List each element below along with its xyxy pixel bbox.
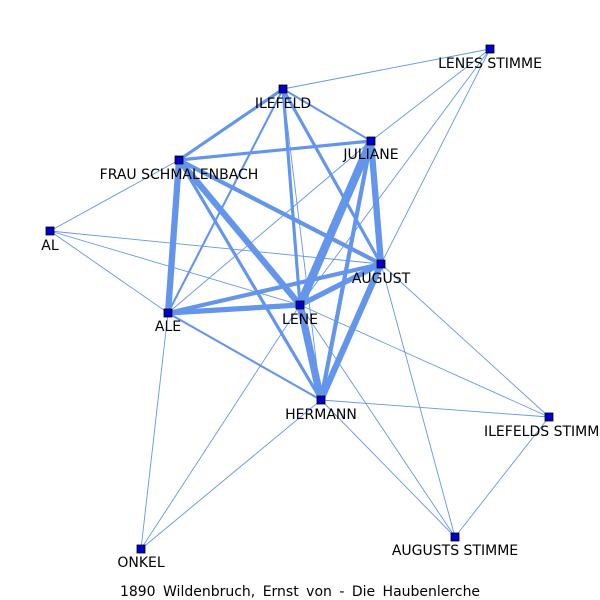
node-label-august: AUGUST xyxy=(352,271,411,287)
node-al xyxy=(45,226,55,236)
edge-august-lene xyxy=(298,261,383,308)
node-label-al: AL xyxy=(41,238,59,254)
edge-juliane-frau-schmalenbach xyxy=(178,139,372,162)
edge-frau-schmalenbach-ale xyxy=(164,159,183,314)
edge-ilefeld-lene xyxy=(281,88,302,306)
node-august xyxy=(376,259,386,269)
node-label-onkel: ONKEL xyxy=(117,555,165,571)
edge-lene-onkel xyxy=(140,304,301,550)
edge-frau-schmalenbach-august xyxy=(178,158,382,266)
node-lenes-stimme xyxy=(485,44,495,54)
node-label-hermann: HERMANN xyxy=(285,407,357,423)
edge-lenes-stimme-lene xyxy=(299,48,491,306)
edge-al-lene xyxy=(49,230,301,306)
node-ale xyxy=(163,308,173,318)
edge-ilefeld-juliane xyxy=(282,88,372,142)
node-augusts-stimme xyxy=(450,532,460,542)
node-lene xyxy=(295,300,305,310)
edge-hermann-augusts-stimme xyxy=(320,399,456,538)
graph-caption: 1890 Wildenbruch, Ernst von - Die Hauben… xyxy=(120,584,480,600)
edge-ilefeld-hermann xyxy=(282,88,322,401)
edge-ilefeld-august xyxy=(281,88,383,265)
edge-ilefeld-ale xyxy=(167,88,284,314)
edge-august-augusts-stimme xyxy=(380,263,456,538)
edge-ale-onkel xyxy=(140,312,169,550)
node-label-augusts-stimme: AUGUSTS STIMME xyxy=(392,543,518,559)
edge-ale-hermann xyxy=(167,312,322,401)
edge-ale-lene xyxy=(167,302,301,316)
edge-juliane-lene xyxy=(296,139,375,307)
node-label-ilefeld: ILEFELD xyxy=(255,96,311,112)
edge-lenes-stimme-august xyxy=(380,48,491,265)
node-label-lenes-stimme: LENES STIMME xyxy=(438,56,542,72)
node-label-frau-schmalenbach: FRAU SCHMALENBACH xyxy=(100,167,259,183)
edge-ilefeld-frau-schmalenbach xyxy=(178,87,284,162)
edge-juliane-ale xyxy=(167,140,372,314)
edge-al-august xyxy=(49,230,382,265)
edge-lene-augusts-stimme xyxy=(299,304,456,538)
node-label-ilefelds-stimme: ILEFELDS STIMME xyxy=(484,424,600,440)
edge-august-ilefelds-stimme xyxy=(380,263,550,418)
nodes-layer xyxy=(45,44,554,554)
edge-lene-ilefelds-stimme xyxy=(299,304,550,418)
node-onkel xyxy=(136,544,146,554)
edge-august-hermann xyxy=(318,262,384,402)
node-ilefeld xyxy=(278,84,288,94)
node-ilefelds-stimme xyxy=(544,412,554,422)
edge-frau-schmalenbach-hermann xyxy=(177,159,323,401)
edge-ilefelds-stimme-augusts-stimme xyxy=(454,416,550,538)
edge-hermann-onkel xyxy=(140,399,322,550)
edge-frau-schmalenbach-lene xyxy=(176,157,303,308)
node-label-lene: LENE xyxy=(282,312,318,328)
edge-hermann-ilefelds-stimme xyxy=(320,399,550,418)
edges-layer xyxy=(49,48,550,550)
node-label-juliane: JULIANE xyxy=(342,147,398,163)
edge-lene-hermann xyxy=(296,304,325,401)
node-frau-schmalenbach xyxy=(174,155,184,165)
edge-lenes-stimme-juliane xyxy=(370,48,491,142)
node-label-ale: ALE xyxy=(155,319,181,335)
edge-lenes-stimme-ilefeld xyxy=(282,48,491,90)
edge-al-ale xyxy=(49,230,169,314)
node-juliane xyxy=(366,136,376,146)
node-hermann xyxy=(316,395,326,405)
labels-layer: LENES STIMME ILEFELD JULIANE FRAU SCHMALENB… xyxy=(41,56,600,571)
edge-al-frau-schmalenbach xyxy=(49,159,180,232)
edge-juliane-hermann xyxy=(318,140,374,401)
